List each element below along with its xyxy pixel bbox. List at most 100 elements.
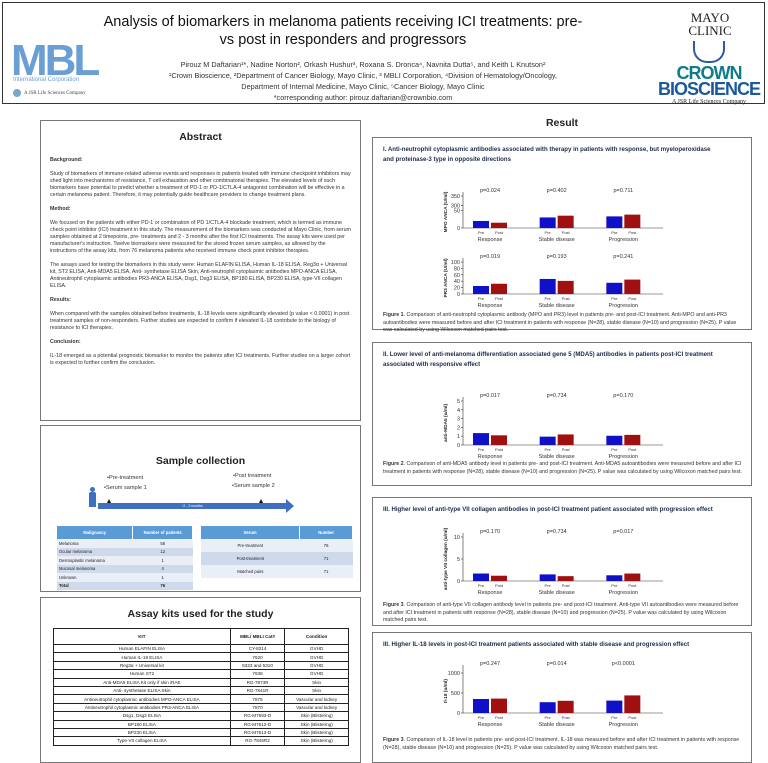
y-tick-label: 80	[454, 266, 460, 272]
author-block: Pirouz M Daftarian¹*, Nadine Norton², Or…	[153, 59, 573, 103]
result-title: Result	[545, 117, 579, 129]
table-cell: 7870	[229, 702, 286, 713]
crown-bioscience-logo: CROWN BIOSCIENCE	[657, 63, 761, 99]
bar-sublabel: Post	[628, 715, 637, 720]
timepoint-1-marker	[107, 499, 111, 503]
bar-pre	[606, 216, 623, 228]
table-cell: 1	[132, 556, 193, 565]
serum-row: Pre-treatment 76	[201, 539, 353, 552]
table-cell: RG-7841R	[229, 685, 286, 696]
y-axis-label: Il-18 (u/ml)	[443, 679, 449, 703]
y-tick-label: 500	[451, 691, 460, 697]
bar-sublabel: Pre	[545, 583, 552, 588]
table-cell: Skin (Blistering)	[284, 711, 349, 721]
affiliations: ¹Crown Bioscience, ²Department of Cancer…	[168, 71, 558, 91]
pre-treatment-label: •Pre-treatment	[107, 475, 144, 481]
bar-sublabel: Post	[628, 447, 637, 452]
table-cell: Skin	[284, 677, 349, 687]
column-header: Serum	[201, 526, 301, 539]
table-cell: Dsg1, Dsg3 ELISA	[53, 711, 231, 721]
section-3-heading: III. Higher level of anti-type VII colla…	[383, 506, 713, 513]
y-tick-label: 10	[454, 535, 460, 541]
bar-sublabel: Pre	[478, 447, 485, 452]
bar-post	[491, 283, 507, 294]
bar-sublabel: Pre	[478, 715, 485, 720]
bar-sublabel: Pre	[611, 715, 618, 720]
bar-pre	[539, 436, 556, 445]
table-cell: RG-7845R2	[229, 736, 286, 746]
category-label: Progression	[609, 590, 638, 596]
table-cell: 1	[132, 573, 193, 582]
malignancy-row: Total 76	[57, 581, 193, 590]
timeline-arrow: ~2 - 3 months	[98, 499, 294, 513]
category-label: Progression	[609, 454, 638, 460]
table-cell: Type-VII collagen ELISA	[53, 736, 231, 746]
mayo-shield-icon	[693, 41, 725, 63]
timepoint-2-marker	[259, 499, 263, 503]
p-value-label: p=0.170	[613, 393, 633, 399]
interval-label: ~2 - 3 months	[181, 504, 203, 508]
malignancy-table: Malignancy Number of patients Melanoma 58 Oc…	[57, 526, 193, 590]
kit-row: BP180 ELISA RG-M7612-D Skin (Blistering)	[53, 719, 349, 729]
category-label: Stable disease	[539, 722, 575, 728]
serum-sample-1-label: •Serum sample 1	[104, 485, 147, 491]
kit-row: Anti- synthetase ELISA Skin RG-7841R Skin	[53, 685, 349, 696]
y-tick-label: 5	[457, 557, 460, 563]
assay-kits-table: KIT MBL/ MBLI Cat# Condition Human ELAFIN E…	[53, 628, 349, 746]
y-tick-label: 350	[451, 194, 460, 200]
patient-icon	[89, 487, 96, 507]
bar-sublabel: Post	[495, 230, 504, 235]
y-tick-label: 4	[457, 408, 460, 414]
table-cell: Total	[57, 581, 133, 590]
bar-sublabel: Pre	[478, 230, 485, 235]
p-value-label: p=0.734	[547, 529, 567, 535]
bar-post	[491, 698, 507, 713]
section-1-heading: I. Anti-neutrophil cytoplasmic antibodie…	[383, 146, 711, 163]
malignancy-row: Ocular melanoma 12	[57, 547, 193, 556]
y-tick-label: 1000	[448, 671, 460, 677]
bar-sublabel: Post	[495, 296, 504, 301]
table-cell: 4	[132, 564, 193, 573]
category-label: Progression	[609, 303, 638, 309]
bar-pre	[473, 573, 489, 581]
y-tick-label: 20	[454, 286, 460, 292]
malignancy-row: Mucosal melanoma 4	[57, 564, 193, 573]
bar-sublabel: Post	[562, 447, 571, 452]
jsr-globe-icon	[13, 89, 21, 97]
table-cell: Post-treatment	[201, 552, 300, 565]
table-cell: RG-M7613-D	[229, 727, 286, 738]
category-label: Stable disease	[539, 303, 575, 309]
bar-sublabel: Pre	[545, 230, 552, 235]
table-cell: GVHD	[284, 643, 349, 654]
result-section-1: I. Anti-neutrophil cytoplasmic antibodie…	[372, 137, 752, 333]
results-text: When compared with the samples obtained …	[50, 311, 350, 331]
y-tick-label: 300	[451, 204, 460, 210]
bar-sublabel: Post	[628, 583, 637, 588]
figure-4-caption: Figure 3. Comparison of IL-18 level in p…	[383, 737, 740, 751]
bar-post	[491, 222, 507, 228]
il18-chart: 0 500 1000 Il-18 (u/ml) Pre Post Response p=0.2…	[433, 655, 683, 736]
figure-2-caption: Figure 2. Comparison of anti-MDA5 antibo…	[383, 461, 742, 475]
p-value-label: p=0.170	[480, 529, 500, 535]
assay-kits-panel: Assay kits used for the study KIT MBL/ MB…	[40, 597, 361, 763]
figure-3-caption: Figure 3. Comparison of anti-type VII co…	[383, 602, 739, 623]
pr3-anca-chart: 0 20 40 60 80 100 PR3 ANCA (U/ml) Pre Post Respon…	[433, 248, 683, 317]
table-cell: 12	[132, 547, 193, 556]
bar-pre	[606, 700, 623, 713]
bar-pre	[473, 699, 489, 713]
table-cell: Pre-treatment	[201, 539, 300, 552]
section-2-heading: II. Lower level of anti-melanoma differe…	[383, 351, 713, 368]
table-cell: Vascular and kidney	[284, 702, 349, 713]
crown-tagline: A JSR Life Sciences Company	[672, 99, 746, 105]
figure-1-caption: Figure 1. Comparison of anti-neutrophil …	[383, 312, 737, 333]
p-value-label: p=0.241	[613, 254, 633, 260]
mbl-logo: MBL	[11, 36, 100, 85]
table-cell: Antineutrophil cytoplasmic antibodies PR…	[53, 702, 231, 713]
category-label: Stable disease	[539, 590, 575, 596]
column-header: KIT	[53, 628, 231, 645]
table-cell: Human ELAFIN ELISA	[53, 643, 231, 654]
kit-row: Dsg1, Dsg3 ELISA RG-M7593-D Skin (Blisteri…	[53, 711, 349, 721]
y-tick-label: 100	[451, 260, 460, 266]
y-tick-label: 0	[457, 292, 460, 298]
